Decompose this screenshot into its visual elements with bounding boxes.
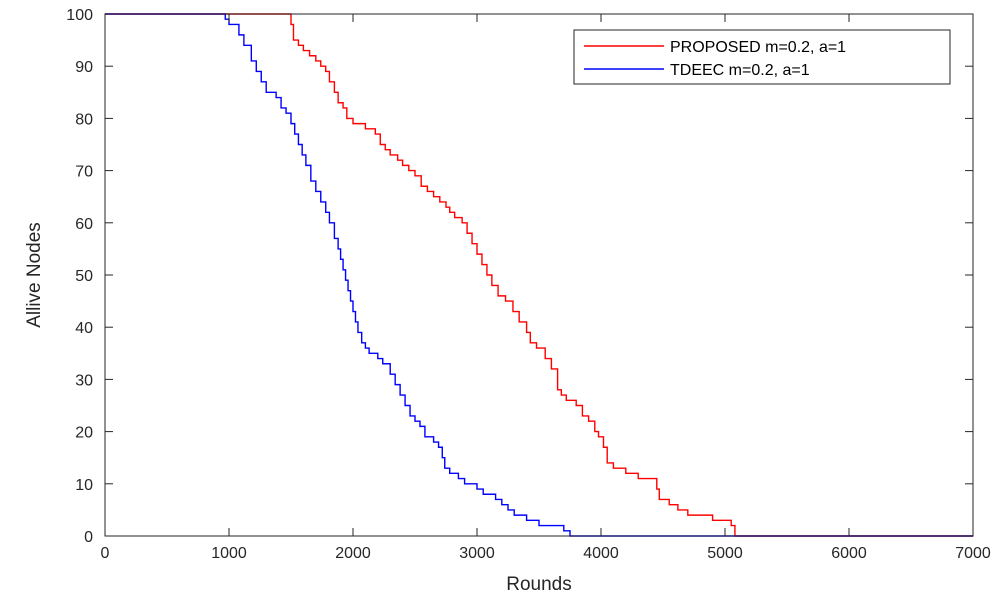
legend-label-proposed: PROPOSED m=0.2, a=1 bbox=[670, 39, 846, 56]
legend-box bbox=[573, 29, 951, 85]
series-layer bbox=[105, 13, 973, 537]
y-tick-label: 40 bbox=[75, 320, 93, 337]
x-tick-label: 1000 bbox=[211, 545, 247, 562]
y-tick-label: 60 bbox=[75, 216, 93, 233]
legend: PROPOSED m=0.2, a=1 TDEEC m=0.2, a=1 bbox=[573, 29, 951, 85]
legend-label-tdeec: TDEEC m=0.2, a=1 bbox=[670, 62, 810, 79]
x-tick-label: 6000 bbox=[831, 545, 867, 562]
series-line-tdeec bbox=[105, 13, 973, 537]
y-tick-label: 30 bbox=[75, 372, 93, 389]
y-tick-label: 80 bbox=[75, 111, 93, 128]
y-axis-title: Allive Nodes bbox=[24, 222, 45, 328]
series-line-proposed bbox=[105, 13, 973, 537]
tick-layer: 0 1000 2000 3000 4000 5000 6000 7000 0 10 20 30 40 50… bbox=[66, 7, 991, 562]
x-tick-label: 7000 bbox=[955, 545, 991, 562]
y-tick-label: 100 bbox=[66, 7, 93, 24]
x-tick-label: 4000 bbox=[583, 545, 619, 562]
y-tick-label: 90 bbox=[75, 59, 93, 76]
x-tick-label: 2000 bbox=[335, 545, 371, 562]
y-tick-label: 50 bbox=[75, 268, 93, 285]
y-tick-label: 10 bbox=[75, 477, 93, 494]
x-axis-title: Rounds bbox=[506, 574, 572, 595]
x-tick-label: 5000 bbox=[707, 545, 743, 562]
y-tick-label: 0 bbox=[84, 529, 93, 546]
y-tick-label: 70 bbox=[75, 164, 93, 181]
plot-area bbox=[105, 14, 973, 536]
x-tick-label: 3000 bbox=[459, 545, 495, 562]
x-tick-label: 0 bbox=[101, 545, 110, 562]
y-tick-label: 20 bbox=[75, 425, 93, 442]
